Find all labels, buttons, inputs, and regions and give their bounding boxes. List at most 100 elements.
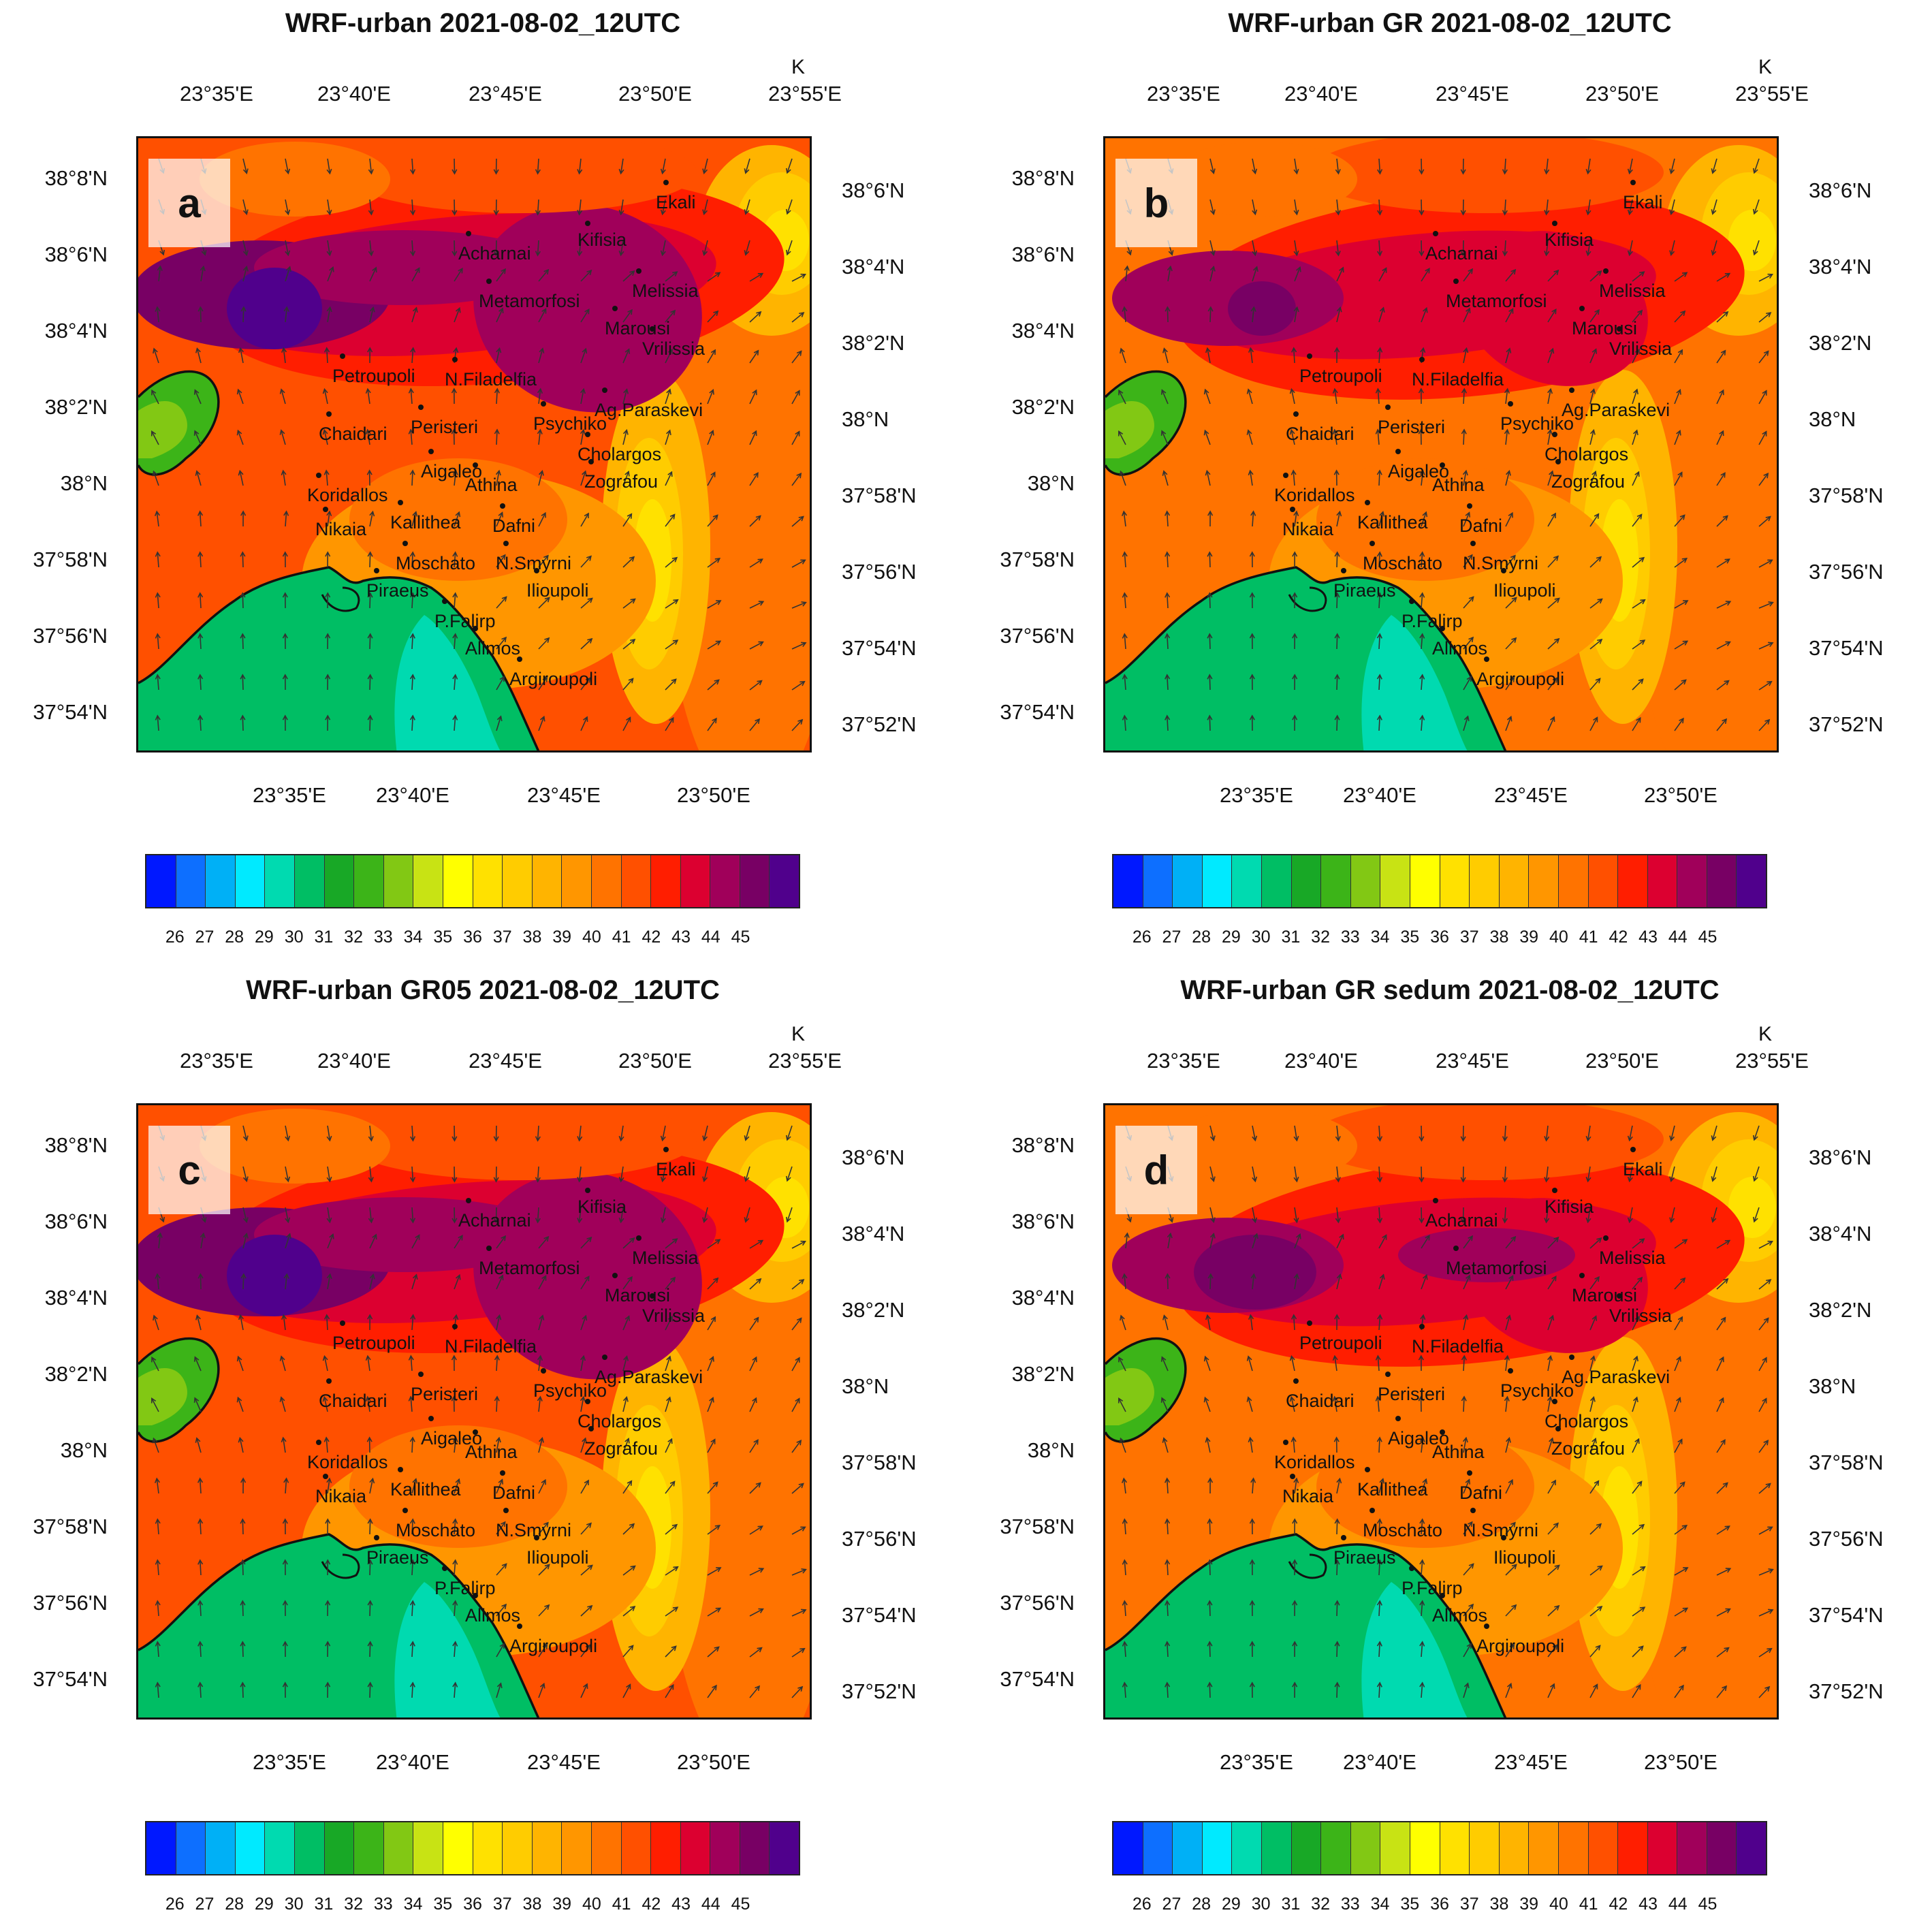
wind-vector: [1209, 716, 1210, 731]
colorbar-swatch: [146, 1822, 176, 1874]
y-right-tick-label: 38°N: [842, 407, 889, 432]
colorbar-tick-label: 38: [523, 928, 542, 947]
city-label: Psychiko: [533, 1380, 607, 1402]
y-right-tick-label: 38°6'N: [842, 178, 904, 203]
wind-vector: [496, 1397, 497, 1412]
y-left-tick-label: 38°6'N: [1012, 1209, 1075, 1234]
city-label: Dafni: [492, 1483, 535, 1504]
colorbar-tick-label: 29: [255, 928, 274, 947]
city-marker: [323, 507, 328, 512]
colorbar-swatch: [592, 855, 622, 907]
colorbar-swatch: [265, 1822, 295, 1874]
city-marker: [442, 599, 447, 604]
x-bottom-tick-label: 23°50'E: [1644, 783, 1717, 808]
y-left-tick-label: 38°8'N: [1012, 166, 1075, 191]
city-label: Kifisia: [577, 1197, 627, 1218]
colorbar-tick-label: 44: [1668, 928, 1688, 947]
city-marker: [398, 500, 403, 505]
city-marker: [650, 1293, 655, 1299]
city-label: Acharnai: [458, 1210, 531, 1231]
city-label: Metamorfosi: [1446, 1258, 1547, 1279]
wind-vector: [1209, 1601, 1210, 1616]
colorbar-swatch: [1677, 1822, 1707, 1874]
y-left-tick-label: 38°6'N: [1012, 242, 1075, 267]
wind-vector: [242, 634, 243, 649]
city-label: Zografou: [584, 471, 658, 492]
city-marker: [588, 459, 594, 464]
wind-vector: [242, 716, 243, 731]
y-right-tick-label: 38°N: [842, 1374, 889, 1399]
y-left-tick-label: 38°8'N: [1012, 1133, 1075, 1158]
y-right-tick-label: 38°4'N: [1809, 255, 1871, 279]
colorbar-tick-label: 28: [1192, 1895, 1211, 1914]
panel-letter-badge: a: [148, 159, 230, 247]
city-marker: [1365, 1467, 1370, 1472]
y-right-tick-label: 38°4'N: [842, 1222, 904, 1246]
colorbar-swatch: [1529, 1822, 1559, 1874]
wind-vector: [1379, 1438, 1380, 1453]
city-marker: [340, 1320, 345, 1326]
colorbar-swatch: [562, 1822, 592, 1874]
colorbar-tick-label: 31: [1281, 928, 1300, 947]
y-left-tick-label: 37°54'N: [1000, 700, 1075, 725]
colorbar-tick-label: 40: [582, 1895, 601, 1914]
city-label: Peristeri: [1378, 417, 1445, 438]
x-top-tick-label: 23°45'E: [1436, 82, 1509, 106]
y-right-tick-label: 38°N: [1809, 1374, 1856, 1399]
colorbar-tick-label: 32: [1311, 928, 1330, 947]
colorbar-swatch: [1143, 855, 1173, 907]
colorbar-tick-label: 44: [701, 928, 720, 947]
wind-vector: [1167, 1274, 1168, 1289]
x-top-tick-label: 23°35'E: [1147, 82, 1220, 106]
colorbar-tick-label: 42: [1609, 928, 1628, 947]
colorbar-swatch: [681, 855, 711, 907]
city-marker: [1395, 449, 1401, 454]
x-top-tick-label: 23°35'E: [1147, 1049, 1220, 1073]
city-marker: [1501, 568, 1506, 573]
x-top-tick-label: 23°35'E: [180, 1049, 253, 1073]
city-marker: [1552, 221, 1557, 226]
x-bottom-tick-label: 23°45'E: [527, 1750, 601, 1775]
city-marker: [602, 387, 607, 393]
x-bottom-tick-label: 23°35'E: [253, 1750, 326, 1775]
city-label: Psychiko: [533, 413, 607, 434]
city-marker: [1552, 1188, 1557, 1193]
city-marker: [1603, 1235, 1609, 1241]
colorbar-tick-label: 45: [1698, 1895, 1717, 1914]
city-marker: [473, 1429, 478, 1435]
colorbar-tick-label: 38: [1490, 928, 1509, 947]
city-label: Koridallos: [307, 1452, 388, 1473]
colorbar-swatch: [1559, 855, 1589, 907]
y-right-tick-label: 37°58'N: [842, 484, 917, 508]
city-label: Chaidari: [319, 424, 387, 445]
city-marker: [500, 1470, 505, 1476]
city-label: Zografou: [1551, 1438, 1625, 1459]
city-label: Alimos: [465, 1605, 520, 1626]
colorbar-tick-label: 36: [463, 1895, 482, 1914]
corner-label: K: [791, 1023, 805, 1046]
colorbar-tick-label: 31: [1281, 1895, 1300, 1914]
city-label: N.Filadelfia: [445, 369, 537, 390]
x-bottom-tick-label: 23°40'E: [376, 783, 449, 808]
colorbar-swatch: [710, 855, 740, 907]
corner-label: K: [1758, 1023, 1772, 1046]
y-left-tick-label: 38°N: [61, 1438, 108, 1463]
city-marker: [452, 1324, 458, 1329]
city-label: Kifisia: [1545, 229, 1594, 251]
colorbar-tick-label: 37: [493, 1895, 512, 1914]
colorbar-tick-label: 26: [165, 928, 185, 947]
city-marker: [602, 1355, 607, 1360]
y-left-tick-label: 38°2'N: [1012, 395, 1075, 419]
y-right-tick-label: 38°6'N: [842, 1145, 904, 1170]
y-right-tick-label: 37°56'N: [842, 560, 917, 584]
colorbar-tick-label: 39: [552, 928, 571, 947]
city-marker: [534, 1535, 539, 1540]
colorbar-tick-label: 41: [612, 928, 631, 947]
city-label: Chaidari: [319, 1391, 387, 1412]
city-label: Petroupoli: [1299, 1333, 1382, 1354]
city-label: Metamorfosi: [479, 291, 580, 312]
colorbar-tick-label: 33: [374, 1895, 393, 1914]
city-label: Ag.Paraskevi: [1562, 1367, 1670, 1388]
city-marker: [1555, 459, 1561, 464]
